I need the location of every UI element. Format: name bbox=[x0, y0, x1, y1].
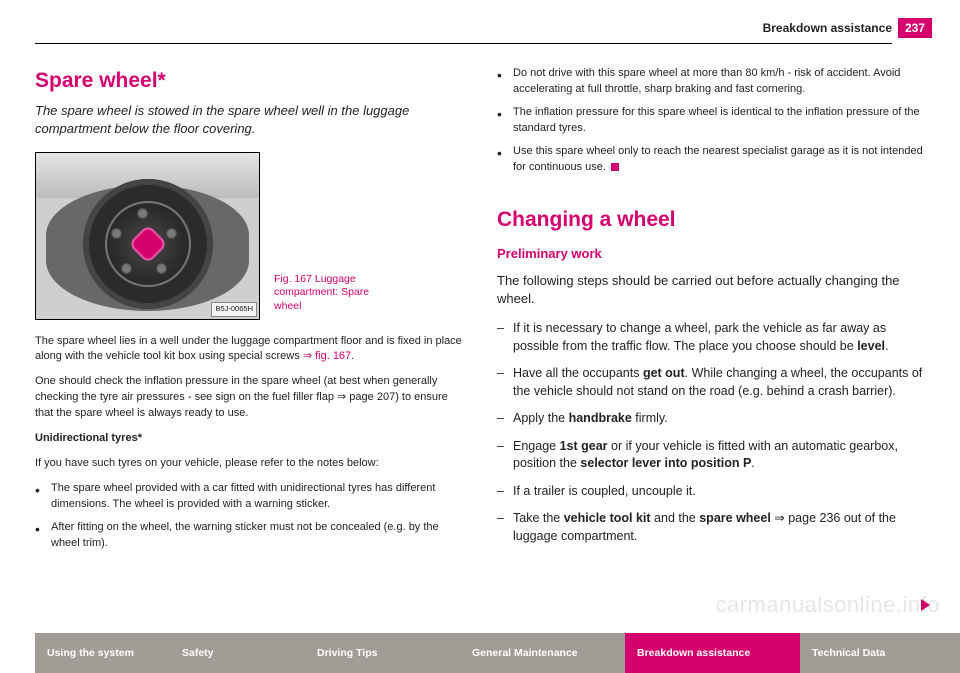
bold: spare wheel bbox=[699, 511, 771, 525]
lead-spare-wheel: The spare wheel is stowed in the spare w… bbox=[35, 102, 467, 137]
header-rule bbox=[35, 43, 892, 44]
text-span: Engage bbox=[513, 439, 560, 453]
heading-changing-wheel: Changing a wheel bbox=[497, 205, 929, 235]
bold: get out bbox=[643, 366, 685, 380]
figure-spare-wheel: B5J-0065H bbox=[35, 152, 260, 320]
footer-pad bbox=[0, 633, 35, 673]
subheading-preliminary: Preliminary work bbox=[497, 245, 929, 264]
footer-tab-general-maintenance[interactable]: General Maintenance bbox=[460, 633, 625, 673]
lead-text: The following steps should be carried ou… bbox=[497, 272, 929, 308]
bullet-item: The inflation pressure for this spare wh… bbox=[497, 105, 929, 137]
text-span: Have all the occupants bbox=[513, 366, 643, 380]
text-span: . bbox=[751, 456, 754, 470]
fig-cap-line: compartment: Spare bbox=[274, 286, 369, 298]
bullet-item: The spare wheel provided with a car fitt… bbox=[35, 481, 467, 513]
text-span: firmly. bbox=[632, 411, 668, 425]
fig-bolt bbox=[156, 263, 167, 274]
bold: level bbox=[857, 339, 885, 353]
fig-bolt bbox=[111, 228, 122, 239]
watermark: carmanualsonline.info bbox=[715, 592, 940, 618]
step-item: If it is necessary to change a wheel, pa… bbox=[497, 320, 929, 355]
bold: handbrake bbox=[569, 411, 632, 425]
fig-bolt bbox=[166, 228, 177, 239]
body-text: The spare wheel lies in a well under the… bbox=[35, 334, 467, 366]
heading-spare-wheel: Spare wheel* bbox=[35, 66, 467, 96]
step-item: Engage 1st gear or if your vehicle is fi… bbox=[497, 438, 929, 473]
bullet-item: Use this spare wheel only to reach the n… bbox=[497, 144, 929, 176]
footer-tabs: Using the system Safety Driving Tips Gen… bbox=[0, 633, 960, 673]
fig-cap-line: Fig. 167 Luggage bbox=[274, 273, 356, 285]
text-span: If it is necessary to change a wheel, pa… bbox=[513, 321, 886, 353]
page-number: 237 bbox=[898, 18, 932, 38]
fig-cap-line: wheel bbox=[274, 300, 301, 312]
fig-bolt bbox=[121, 263, 132, 274]
footer-tab-using-system[interactable]: Using the system bbox=[35, 633, 170, 673]
subheading-unidirectional: Unidirectional tyres* bbox=[35, 431, 467, 447]
bold: vehicle tool kit bbox=[564, 511, 651, 525]
figure-row: B5J-0065H Fig. 167 Luggage compartment: … bbox=[35, 152, 467, 320]
fig-ref-link[interactable]: ⇒ fig. 167 bbox=[303, 350, 351, 362]
bold: selector lever into position P bbox=[580, 456, 751, 470]
step-item: Take the vehicle tool kit and the spare … bbox=[497, 510, 929, 545]
left-column: Spare wheel* The spare wheel is stowed i… bbox=[35, 66, 467, 559]
footer-tab-breakdown-assistance[interactable]: Breakdown assistance bbox=[625, 633, 800, 673]
bullet-item: After fitting on the wheel, the warning … bbox=[35, 520, 467, 552]
text-span: . bbox=[885, 339, 888, 353]
step-item: Have all the occupants get out. While ch… bbox=[497, 365, 929, 400]
page-header: Breakdown assistance 237 bbox=[35, 18, 932, 44]
step-item: If a trailer is coupled, uncouple it. bbox=[497, 483, 929, 501]
fig-bolt bbox=[137, 208, 148, 219]
spacer bbox=[497, 183, 929, 205]
body-text: One should check the inflation pressure … bbox=[35, 374, 467, 422]
page: Breakdown assistance 237 Spare wheel* Th… bbox=[0, 0, 960, 673]
body-text: If you have such tyres on your vehicle, … bbox=[35, 456, 467, 472]
step-item: Apply the handbrake firmly. bbox=[497, 410, 929, 428]
footer-tab-technical-data[interactable]: Technical Data bbox=[800, 633, 960, 673]
content-columns: Spare wheel* The spare wheel is stowed i… bbox=[35, 66, 932, 559]
text-span: Apply the bbox=[513, 411, 569, 425]
text-span: The spare wheel lies in a well under the… bbox=[35, 335, 462, 363]
footer-tab-driving-tips[interactable]: Driving Tips bbox=[305, 633, 460, 673]
header-section-title: Breakdown assistance bbox=[763, 21, 892, 35]
bold: 1st gear bbox=[560, 439, 608, 453]
bullet-item: Do not drive with this spare wheel at mo… bbox=[497, 66, 929, 98]
footer-tab-safety[interactable]: Safety bbox=[170, 633, 305, 673]
right-column: Do not drive with this spare wheel at mo… bbox=[497, 66, 929, 559]
text-span: and the bbox=[651, 511, 700, 525]
bold: Unidirectional tyres* bbox=[35, 432, 142, 444]
figure-caption: Fig. 167 Luggage compartment: Spare whee… bbox=[274, 273, 369, 314]
text-span: . bbox=[351, 350, 354, 362]
end-mark-icon bbox=[611, 163, 619, 171]
figure-id: B5J-0065H bbox=[211, 302, 257, 317]
text-span: Use this spare wheel only to reach the n… bbox=[513, 145, 923, 173]
text-span: Take the bbox=[513, 511, 564, 525]
